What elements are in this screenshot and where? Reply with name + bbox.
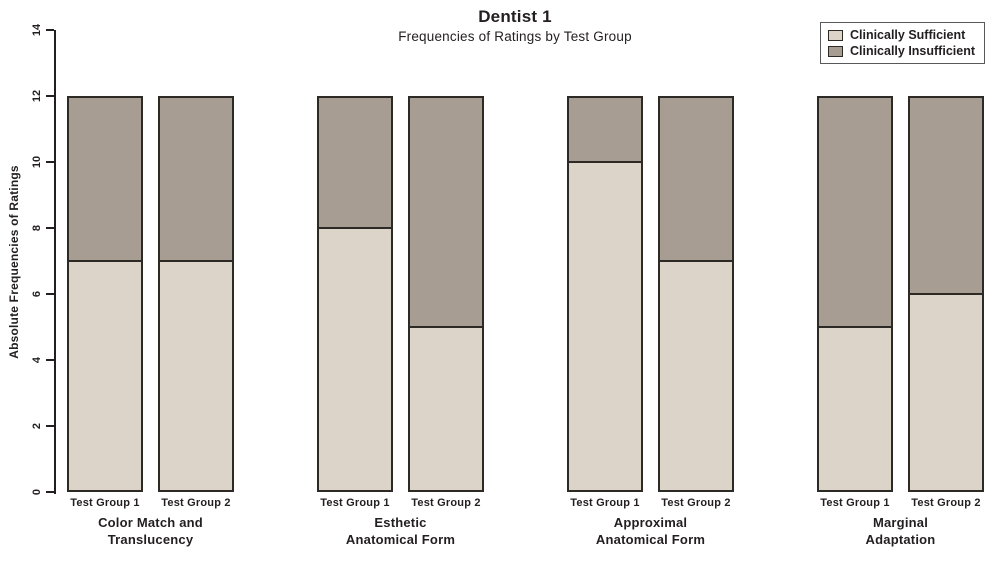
segment-clinically-insufficient xyxy=(658,96,734,261)
y-axis-label: Absolute Frequencies of Ratings xyxy=(7,165,21,359)
y-tick xyxy=(46,95,54,97)
y-tick xyxy=(46,161,54,163)
bar-label: Test Group 2 xyxy=(661,497,731,509)
bar-label: Test Group 1 xyxy=(320,497,390,509)
y-tick-label: 6 xyxy=(31,290,43,298)
y-tick xyxy=(46,227,54,229)
chart-subtitle: Frequencies of Ratings by Test Group xyxy=(398,29,632,44)
legend-label-sufficient: Clinically Sufficient xyxy=(849,28,966,42)
y-tick-label: 12 xyxy=(31,89,43,103)
stacked-bar xyxy=(158,96,234,492)
y-tick xyxy=(46,29,54,31)
y-tick-label: 2 xyxy=(31,422,43,430)
y-tick-label: 8 xyxy=(31,224,43,232)
legend-label-insufficient: Clinically Insufficient xyxy=(849,44,975,58)
y-tick xyxy=(46,359,54,361)
bar-label: Test Group 1 xyxy=(570,497,640,509)
stacked-bar xyxy=(817,96,893,492)
y-tick-label: 0 xyxy=(31,488,43,496)
y-tick xyxy=(46,425,54,427)
segment-clinically-sufficient xyxy=(817,327,893,492)
legend-swatch-sufficient xyxy=(827,29,843,41)
segment-clinically-sufficient xyxy=(908,294,984,492)
legend: Clinically Sufficient Clinically Insuffi… xyxy=(819,22,985,64)
group-label: Esthetic Anatomical Form xyxy=(345,515,456,547)
y-tick-label: 14 xyxy=(31,23,43,37)
y-tick-label: 4 xyxy=(31,356,43,364)
segment-clinically-sufficient xyxy=(67,261,143,492)
stacked-bar xyxy=(67,96,143,492)
segment-clinically-sufficient xyxy=(158,261,234,492)
bar-label: Test Group 2 xyxy=(161,497,231,509)
group-label: Approximal Anatomical Form xyxy=(595,515,706,547)
group-label: Marginal Adaptation xyxy=(865,515,936,547)
y-tick xyxy=(46,293,54,295)
bar-label: Test Group 1 xyxy=(70,497,140,509)
segment-clinically-insufficient xyxy=(908,96,984,294)
y-tick xyxy=(46,491,54,493)
legend-swatch-insufficient xyxy=(827,45,843,57)
legend-item-sufficient: Clinically Sufficient xyxy=(827,27,975,43)
stacked-bar xyxy=(408,96,484,492)
y-axis-line xyxy=(54,30,56,494)
bar-label: Test Group 1 xyxy=(820,497,890,509)
stacked-bar xyxy=(908,96,984,492)
stacked-bar xyxy=(317,96,393,492)
segment-clinically-insufficient xyxy=(317,96,393,228)
stacked-bar xyxy=(567,96,643,492)
legend-item-insufficient: Clinically Insufficient xyxy=(827,43,975,59)
segment-clinically-sufficient xyxy=(567,162,643,492)
bar-label: Test Group 2 xyxy=(911,497,981,509)
y-tick-label: 10 xyxy=(31,155,43,169)
segment-clinically-sufficient xyxy=(408,327,484,492)
bar-label: Test Group 2 xyxy=(411,497,481,509)
segment-clinically-insufficient xyxy=(408,96,484,327)
segment-clinically-insufficient xyxy=(567,96,643,162)
segment-clinically-insufficient xyxy=(67,96,143,261)
segment-clinically-sufficient xyxy=(658,261,734,492)
segment-clinically-insufficient xyxy=(817,96,893,327)
segment-clinically-sufficient xyxy=(317,228,393,492)
segment-clinically-insufficient xyxy=(158,96,234,261)
group-label: Color Match and Translucency xyxy=(98,515,203,547)
stacked-bar xyxy=(658,96,734,492)
chart-title: Dentist 1 xyxy=(478,7,552,26)
